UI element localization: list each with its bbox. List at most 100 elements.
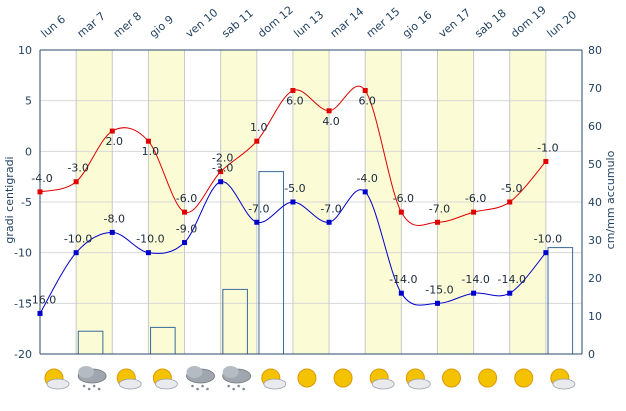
- cloud-snow-icon: [186, 366, 215, 391]
- data-label: 2.0: [106, 135, 124, 148]
- x-tick-label: lun 13: [292, 8, 327, 40]
- data-point: [290, 199, 296, 205]
- data-label: -5.0: [501, 182, 522, 195]
- data-point: [434, 219, 440, 225]
- x-tick-label: lun 6: [39, 13, 68, 41]
- y-axis-left-label: gradi centigradi: [3, 156, 16, 243]
- sun-cloud-icon: [550, 368, 576, 390]
- x-tick-label: mar 7: [75, 9, 108, 40]
- y-tick-label-right: 50: [588, 158, 602, 171]
- y-tick-label-left: 10: [18, 44, 32, 57]
- data-label: -6.0: [465, 192, 486, 205]
- data-point: [37, 189, 43, 195]
- sun-icon: [441, 368, 461, 388]
- data-label: -7.0: [429, 202, 450, 215]
- x-tick-label: gio 16: [400, 8, 435, 40]
- y-tick-label-left: -15: [14, 297, 32, 310]
- axes: [39, 49, 583, 355]
- data-label: -8.0: [104, 212, 125, 225]
- data-label: 1.0: [142, 145, 160, 158]
- data-point: [254, 138, 260, 144]
- sun-cloud-icon: [116, 368, 142, 390]
- x-tick-label: mer 15: [364, 5, 403, 40]
- data-label: 4.0: [322, 115, 340, 128]
- data-point: [543, 158, 549, 164]
- data-label: -2.0: [212, 152, 233, 165]
- data-point: [73, 179, 79, 185]
- data-point: [37, 310, 43, 316]
- weather-icons: [44, 366, 576, 391]
- data-label: -3.0: [67, 162, 88, 175]
- y-tick-label-left: -20: [14, 348, 32, 361]
- data-point: [326, 219, 332, 225]
- data-labels: -4.0 -3.0 2.0 1.0 -6.0 -2.0 1.0 6.0 4.0 6.0 -6.0 -7…: [28, 95, 562, 307]
- x-tick-label: sab 11: [219, 7, 256, 41]
- data-label: -1.0: [537, 141, 558, 154]
- sun-cloud-icon: [405, 368, 431, 390]
- data-point: [182, 209, 188, 215]
- cloud-snow-icon: [222, 366, 252, 391]
- data-label: -15.0: [425, 283, 453, 296]
- data-point: [471, 290, 477, 296]
- temperature-lines: [37, 85, 549, 316]
- y-tick-label-left: 0: [25, 145, 32, 158]
- y-tick-label-left: -10: [14, 247, 32, 260]
- x-tick-label: ven 10: [183, 6, 220, 40]
- y-tick-label-right: 80: [588, 44, 602, 57]
- y-tick-label-right: 10: [588, 310, 602, 323]
- data-label: 6.0: [358, 95, 376, 108]
- data-label: -9.0: [176, 223, 197, 236]
- x-tick-label: mar 14: [328, 5, 367, 40]
- data-point: [290, 88, 296, 94]
- y-tick-label-right: 30: [588, 234, 602, 247]
- snow-bar: [258, 171, 285, 355]
- y-tick-label-right: 40: [588, 196, 602, 209]
- data-point: [218, 179, 224, 185]
- data-label: -3.0: [212, 162, 233, 175]
- snow-bar: [547, 247, 574, 355]
- data-label: -7.0: [320, 202, 341, 215]
- data-point: [218, 169, 224, 175]
- data-label: -10.0: [136, 233, 164, 246]
- data-label: -4.0: [31, 172, 52, 185]
- x-tick-label: sab 18: [472, 7, 509, 41]
- data-label: -14.0: [497, 273, 525, 286]
- y-tick-label-left: 5: [25, 95, 32, 108]
- data-label: 1.0: [250, 121, 268, 134]
- data-label: -7.0: [248, 202, 269, 215]
- data-label: -10.0: [534, 233, 562, 246]
- data-label: -4.0: [356, 172, 377, 185]
- data-point: [109, 128, 115, 134]
- data-point: [398, 290, 404, 296]
- data-point: [362, 88, 368, 94]
- data-point: [109, 229, 115, 235]
- y-axis-right-label: cm/mm accumulo: [604, 150, 617, 249]
- data-label: -14.0: [389, 273, 417, 286]
- data-point: [145, 138, 151, 144]
- data-label: -6.0: [176, 192, 197, 205]
- data-label: -10.0: [64, 233, 92, 246]
- data-point: [471, 209, 477, 215]
- y-tick-label-right: 0: [588, 348, 595, 361]
- sun-icon: [333, 368, 353, 388]
- data-point: [507, 199, 513, 205]
- data-point: [543, 250, 549, 256]
- sun-icon: [297, 368, 317, 388]
- data-point: [182, 240, 188, 246]
- data-point: [507, 290, 513, 296]
- data-point: [254, 219, 260, 225]
- y-tick-label-left: -5: [21, 196, 32, 209]
- data-label: -5.0: [284, 182, 305, 195]
- data-point: [362, 189, 368, 195]
- x-tick-label: gio 9: [147, 13, 176, 40]
- data-label: -16.0: [28, 293, 56, 306]
- cloud-snow-icon: [77, 366, 107, 391]
- data-label: -14.0: [461, 273, 489, 286]
- x-tick-label: dom 19: [508, 3, 548, 40]
- y-tick-label-right: 70: [588, 82, 602, 95]
- x-tick-label: dom 12: [255, 3, 295, 40]
- sun-icon: [478, 368, 498, 388]
